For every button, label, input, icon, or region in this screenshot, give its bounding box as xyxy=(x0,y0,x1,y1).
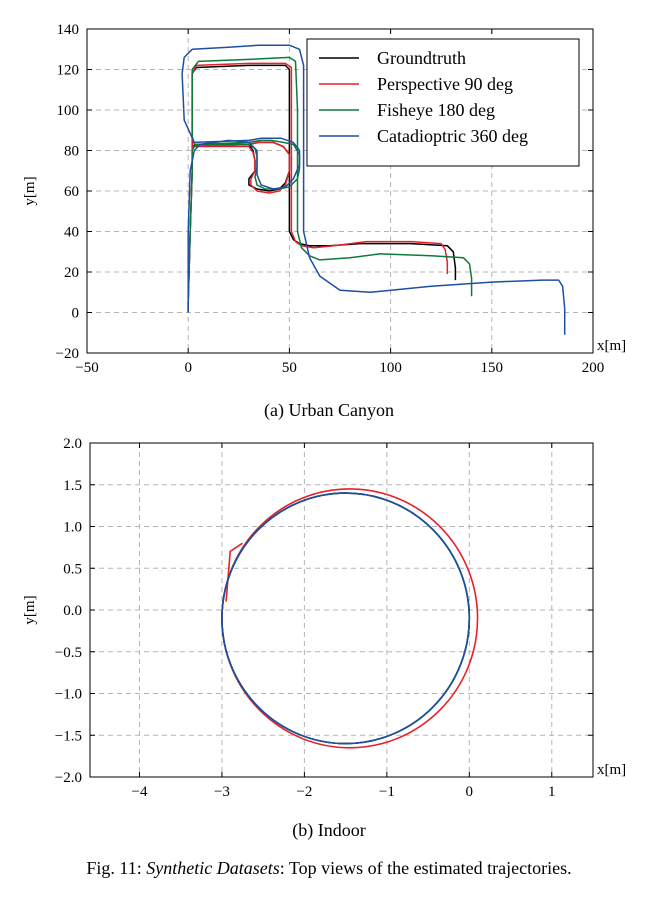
y-axis-label: y[m] xyxy=(22,595,38,624)
legend: Groundtruth Perspective 90 deg Fisheye 180… xyxy=(306,38,580,167)
y-tick-label: 0.0 xyxy=(63,603,82,619)
series-line-trajectory-3 xyxy=(221,492,471,745)
x-tick-label: −1 xyxy=(379,784,395,800)
figure-caption-prefix: Fig. 11: xyxy=(86,858,147,878)
y-tick-label: 1.0 xyxy=(63,520,82,536)
legend-label: Catadioptric 360 deg xyxy=(377,126,528,146)
y-tick-label: −0.5 xyxy=(55,645,82,661)
x-tick-label: 100 xyxy=(379,360,402,376)
series-line-catadioptric-360-deg xyxy=(181,44,566,335)
y-tick-label: 2.0 xyxy=(63,436,82,452)
y-tick-label: −1.0 xyxy=(55,687,82,703)
figure-caption-emphasis: Synthetic Datasets xyxy=(146,858,280,878)
y-axis-label: y[m] xyxy=(22,176,38,205)
series-line-fisheye-180-deg xyxy=(187,56,473,313)
legend-label: Perspective 90 deg xyxy=(377,74,513,94)
y-tick-label: 1.5 xyxy=(63,478,82,494)
plot-indoor: −4 −3 −2 −1 0 1 −2.0 −1.5 −1.0 −0.5 0.0 0.5 1.0 1.5 2.… xyxy=(22,436,626,800)
x-tick-label: 50 xyxy=(282,360,297,376)
series-line-trajectory-2 xyxy=(221,492,471,745)
subcaption-urban-canyon: (a) Urban Canyon xyxy=(264,400,394,420)
series-group xyxy=(181,44,566,335)
y-tick-label: 0.5 xyxy=(63,561,82,577)
series-line-trajectory-0 xyxy=(221,492,471,745)
series-group xyxy=(221,488,479,749)
x-tick-label: 0 xyxy=(184,360,192,376)
x-tick-label: −50 xyxy=(75,360,98,376)
y-tick-label: 60 xyxy=(64,184,79,200)
series-line-perspective-90-deg xyxy=(187,62,449,313)
figure-caption: Fig. 11: Synthetic Datasets: Top views o… xyxy=(0,858,658,879)
y-tick-label: 40 xyxy=(64,225,79,241)
y-tick-label: 120 xyxy=(57,63,80,79)
legend-box xyxy=(306,38,580,167)
legend-label: Fisheye 180 deg xyxy=(377,100,495,120)
x-tick-label: −4 xyxy=(131,784,147,800)
plot-urban-canyon: −50 0 50 100 150 200 −20 0 20 40 60 80 100 120 140 x[m]… xyxy=(22,22,626,376)
y-tick-label: 140 xyxy=(57,22,80,38)
x-axis-label: x[m] xyxy=(597,762,626,778)
x-tick-label: 1 xyxy=(548,784,556,800)
x-tick-label: −3 xyxy=(214,784,230,800)
figure-caption-suffix: : Top views of the estimated trajectorie… xyxy=(279,858,572,878)
x-tick-label: 200 xyxy=(582,360,605,376)
y-tick-label: 20 xyxy=(64,265,79,281)
y-tick-label: 0 xyxy=(72,306,80,322)
x-tick-label: 150 xyxy=(481,360,504,376)
subcaption-indoor: (b) Indoor xyxy=(292,820,366,840)
y-tick-label: −20 xyxy=(56,346,79,362)
y-tick-label: −2.0 xyxy=(55,770,82,786)
series-line-trajectory-1-start xyxy=(225,542,243,602)
legend-label: Groundtruth xyxy=(377,48,466,68)
y-tick-label: −1.5 xyxy=(55,728,82,744)
x-axis-label: x[m] xyxy=(597,338,626,354)
y-tick-label: 80 xyxy=(64,144,79,160)
x-tick-label: 0 xyxy=(466,784,474,800)
y-tick-label: 100 xyxy=(57,103,80,119)
x-tick-label: −2 xyxy=(296,784,312,800)
